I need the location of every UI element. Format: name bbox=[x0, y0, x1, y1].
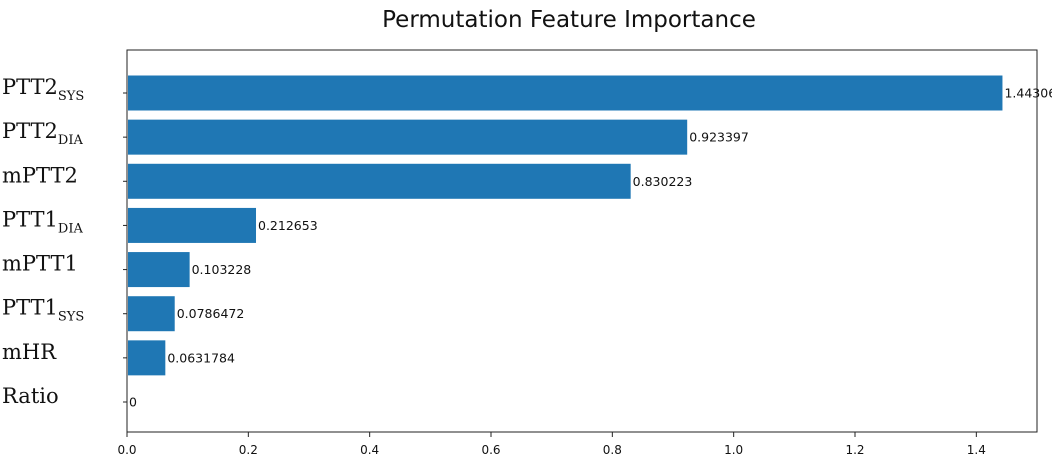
category-label-base: mPTT1 bbox=[2, 252, 78, 276]
value-label: 0.212653 bbox=[258, 218, 318, 233]
x-tick-label: 1.4 bbox=[967, 443, 986, 457]
category-label-base: PTT2 bbox=[2, 119, 58, 143]
bar-ptt2sys bbox=[128, 75, 1003, 111]
x-tick-label: 0.4 bbox=[360, 443, 379, 457]
category-label: PTT2SYS bbox=[2, 75, 84, 104]
category-label-base: Ratio bbox=[2, 384, 59, 408]
value-labels: 1.44306 0.923397 0.830223 0.212653 0.103228 0… bbox=[129, 86, 1052, 410]
category-label: Ratio bbox=[2, 384, 59, 408]
category-label-subscript: DIA bbox=[58, 221, 84, 236]
x-tick-label: 0.0 bbox=[117, 443, 136, 457]
category-label: PTT1SYS bbox=[2, 296, 84, 325]
value-label: 1.44306 bbox=[1004, 86, 1052, 101]
x-axis: 0.0 0.2 0.4 0.6 0.8 1.0 1.2 1.4 bbox=[117, 432, 986, 457]
value-label: 0.0786472 bbox=[177, 306, 245, 321]
x-tick-label: 1.2 bbox=[845, 443, 864, 457]
bar-mptt2 bbox=[128, 163, 631, 199]
bars bbox=[128, 75, 1003, 376]
category-label-base: mHR bbox=[2, 340, 57, 364]
x-tick-label: 1.0 bbox=[724, 443, 743, 457]
x-tick-label: 0.6 bbox=[481, 443, 500, 457]
chart-title: Permutation Feature Importance bbox=[382, 7, 756, 33]
value-label: 0.103228 bbox=[192, 262, 252, 277]
category-label-base: mPTT2 bbox=[2, 163, 78, 187]
value-label: 0.830223 bbox=[633, 174, 693, 189]
value-label: 0.923397 bbox=[689, 130, 749, 145]
bar-mhr bbox=[128, 340, 166, 376]
plot-frame bbox=[126, 49, 1038, 433]
category-label-subscript: DIA bbox=[58, 133, 84, 148]
category-label: mHR bbox=[2, 340, 57, 364]
bar-ptt2dia bbox=[128, 119, 688, 155]
category-label: mPTT2 bbox=[2, 163, 78, 187]
value-label: 0 bbox=[129, 395, 137, 410]
category-label-subscript: SYS bbox=[58, 310, 84, 325]
value-label: 0.0631784 bbox=[167, 350, 235, 365]
bar-mptt1 bbox=[128, 252, 190, 288]
category-label: mPTT1 bbox=[2, 252, 78, 276]
category-label-base: PTT1 bbox=[2, 207, 58, 231]
category-label: PTT2DIA bbox=[2, 119, 83, 148]
bar-ptt1sys bbox=[128, 296, 175, 332]
category-label-base: PTT1 bbox=[2, 296, 58, 320]
bar-ptt1dia bbox=[128, 207, 257, 243]
x-tick-label: 0.8 bbox=[603, 443, 622, 457]
category-label-subscript: SYS bbox=[58, 89, 84, 104]
category-label: PTT1DIA bbox=[2, 207, 83, 236]
x-tick-label: 0.2 bbox=[239, 443, 258, 457]
category-label-base: PTT2 bbox=[2, 75, 58, 99]
y-axis: PTT2SYSPTT2DIAmPTT2PTT1DIAmPTT1PTT1SYSmH… bbox=[2, 75, 127, 408]
